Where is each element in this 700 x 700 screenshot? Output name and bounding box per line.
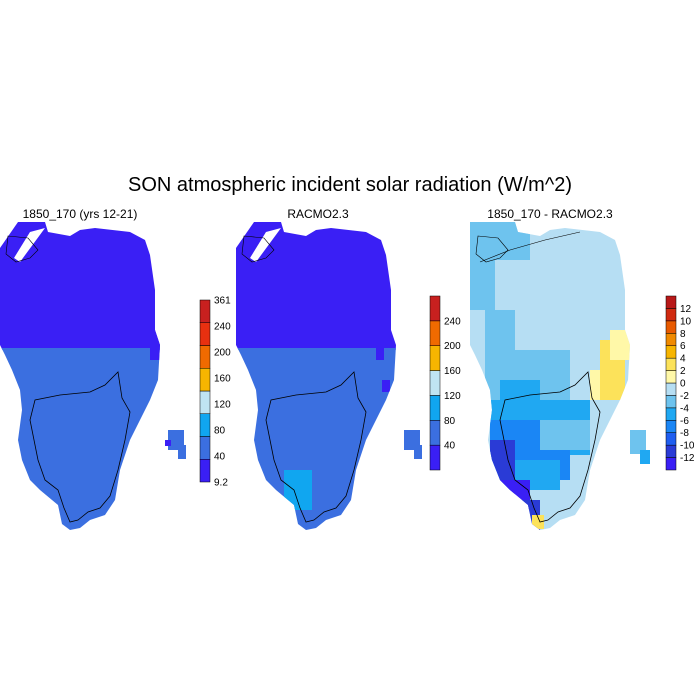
colorbar-label: -10 — [680, 441, 695, 452]
colorbar-label: 9.2 — [214, 478, 228, 489]
colorbar-label: -6 — [680, 416, 689, 427]
colorbar-swatch — [199, 390, 211, 414]
colorbar-swatch — [665, 357, 677, 371]
figure-title: SON atmospheric incident solar radiation… — [128, 174, 572, 196]
colorbar-label: 4 — [680, 354, 686, 365]
colorbar-swatch — [429, 370, 441, 396]
colorbar-swatch — [199, 368, 211, 392]
colorbar-label: 200 — [444, 341, 461, 352]
colorbar-swatch — [665, 370, 677, 384]
colorbar-swatch — [665, 444, 677, 458]
colorbar-swatch — [199, 299, 211, 323]
panel-title-racmo: RACMO2.3 — [287, 207, 349, 221]
colorbar-label: 240 — [444, 316, 461, 327]
colorbar-swatch — [429, 420, 441, 446]
panel-title-difference: 1850_170 - RACMO2.3 — [487, 207, 613, 221]
colorbar-swatch — [199, 436, 211, 460]
colorbar-swatch — [429, 345, 441, 371]
colorbar-label: 200 — [214, 348, 231, 359]
colorbar-swatch — [429, 395, 441, 421]
colorbar-label: 240 — [214, 322, 231, 333]
colorbar-swatch — [665, 407, 677, 421]
colorbar-label: 120 — [214, 400, 231, 411]
colorbar-label: 40 — [444, 441, 456, 452]
colorbar-swatch — [429, 295, 441, 322]
colorbar-swatch — [429, 444, 441, 471]
colorbar-label: -4 — [680, 403, 689, 414]
colorbar-label: 80 — [214, 426, 226, 437]
colorbar-label: 10 — [680, 316, 692, 327]
map-panel-racmo: 40 80 120 160 200 240 — [236, 222, 461, 530]
colorbar-racmo: 40 80 120 160 200 240 — [429, 295, 461, 471]
colorbar-label: 361 — [214, 296, 231, 307]
colorbar-swatch — [665, 382, 677, 396]
colorbar-label: 160 — [214, 374, 231, 385]
colorbar-swatch — [199, 413, 211, 437]
colorbar-label: 40 — [214, 452, 226, 463]
colorbar-swatch — [665, 308, 677, 322]
colorbar-swatch — [199, 459, 211, 483]
colorbar-label: 160 — [444, 366, 461, 377]
colorbar-model: 9.2 40 80 120 160 200 240 361 — [199, 296, 231, 489]
colorbar-label: 80 — [444, 416, 456, 427]
colorbar-swatch — [665, 395, 677, 409]
colorbar-label: 2 — [680, 366, 686, 377]
colorbar-swatch — [429, 320, 441, 346]
colorbar-swatch — [665, 432, 677, 446]
region-south — [0, 348, 160, 530]
colorbar-label: -12 — [680, 453, 695, 464]
region-south — [236, 348, 396, 530]
colorbar-label: 6 — [680, 341, 686, 352]
colorbar-swatch — [665, 345, 677, 359]
colorbar-swatch — [665, 333, 677, 346]
colorbar-label: 8 — [680, 329, 686, 340]
colorbar-swatch — [665, 320, 677, 334]
colorbar-swatch — [665, 295, 677, 309]
colorbar-label: 12 — [680, 304, 692, 315]
colorbar-swatch — [665, 420, 677, 433]
colorbar-label: 0 — [680, 379, 686, 390]
colorbar-label: -8 — [680, 428, 689, 439]
colorbar-swatch — [665, 457, 677, 471]
map-panel-model: 9.2 40 80 120 160 200 240 361 — [0, 222, 231, 530]
colorbar-label: -2 — [680, 391, 689, 402]
colorbar-swatch — [199, 345, 211, 369]
colorbar-label: 120 — [444, 391, 461, 402]
panel-title-model: 1850_170 (yrs 12-21) — [22, 207, 138, 221]
colorbar-swatch — [199, 322, 211, 346]
region-south-tip — [284, 470, 312, 510]
